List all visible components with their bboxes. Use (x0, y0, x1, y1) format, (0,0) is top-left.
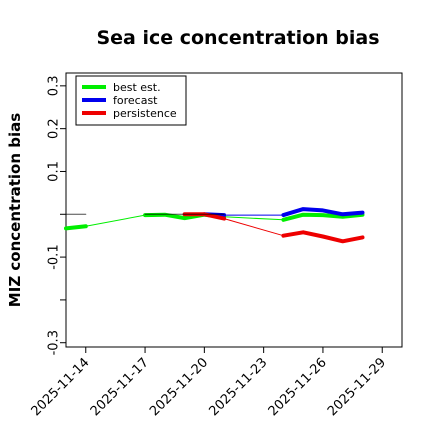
plot-frame (65, 72, 403, 348)
legend-entry: persistence (113, 107, 177, 120)
plot-area (64, 207, 365, 244)
series-segment (281, 207, 365, 218)
y-tick-label: -0.3 (47, 330, 62, 355)
x-tick-label: 2025-11-26 (266, 355, 330, 419)
series-segment (281, 212, 365, 222)
x-tick-label: 2025-11-23 (206, 355, 270, 419)
legend-entry: best est. (113, 81, 161, 94)
series-segment (64, 224, 88, 231)
series-segment (281, 230, 365, 244)
y-tick-label: -0.1 (47, 244, 62, 269)
y-axis-label: MIZ concentration bias (6, 113, 24, 307)
y-tick-label: 0.2 (47, 118, 62, 139)
x-tick-label: 2025-11-14 (29, 355, 93, 419)
x-axis: 2025-11-142025-11-172025-11-202025-11-23… (29, 347, 389, 419)
series-segment (223, 216, 284, 221)
y-axis: -0.3 -0.1 0.1 0.2 0.3 (47, 76, 66, 355)
x-tick-label: 2025-11-20 (147, 355, 211, 419)
y-tick-label: 0.3 (47, 76, 62, 97)
series-segment (85, 214, 146, 227)
series-persistence (182, 212, 365, 244)
legend-entry: forecast (113, 94, 158, 107)
x-tick-label: 2025-11-17 (88, 355, 152, 419)
chart-title: Sea ice concentration bias (96, 27, 379, 49)
series-segment (223, 218, 284, 237)
series-forecast (202, 207, 365, 218)
y-tick-label: 0.1 (47, 161, 62, 182)
x-tick-label: 2025-11-29 (325, 355, 389, 419)
